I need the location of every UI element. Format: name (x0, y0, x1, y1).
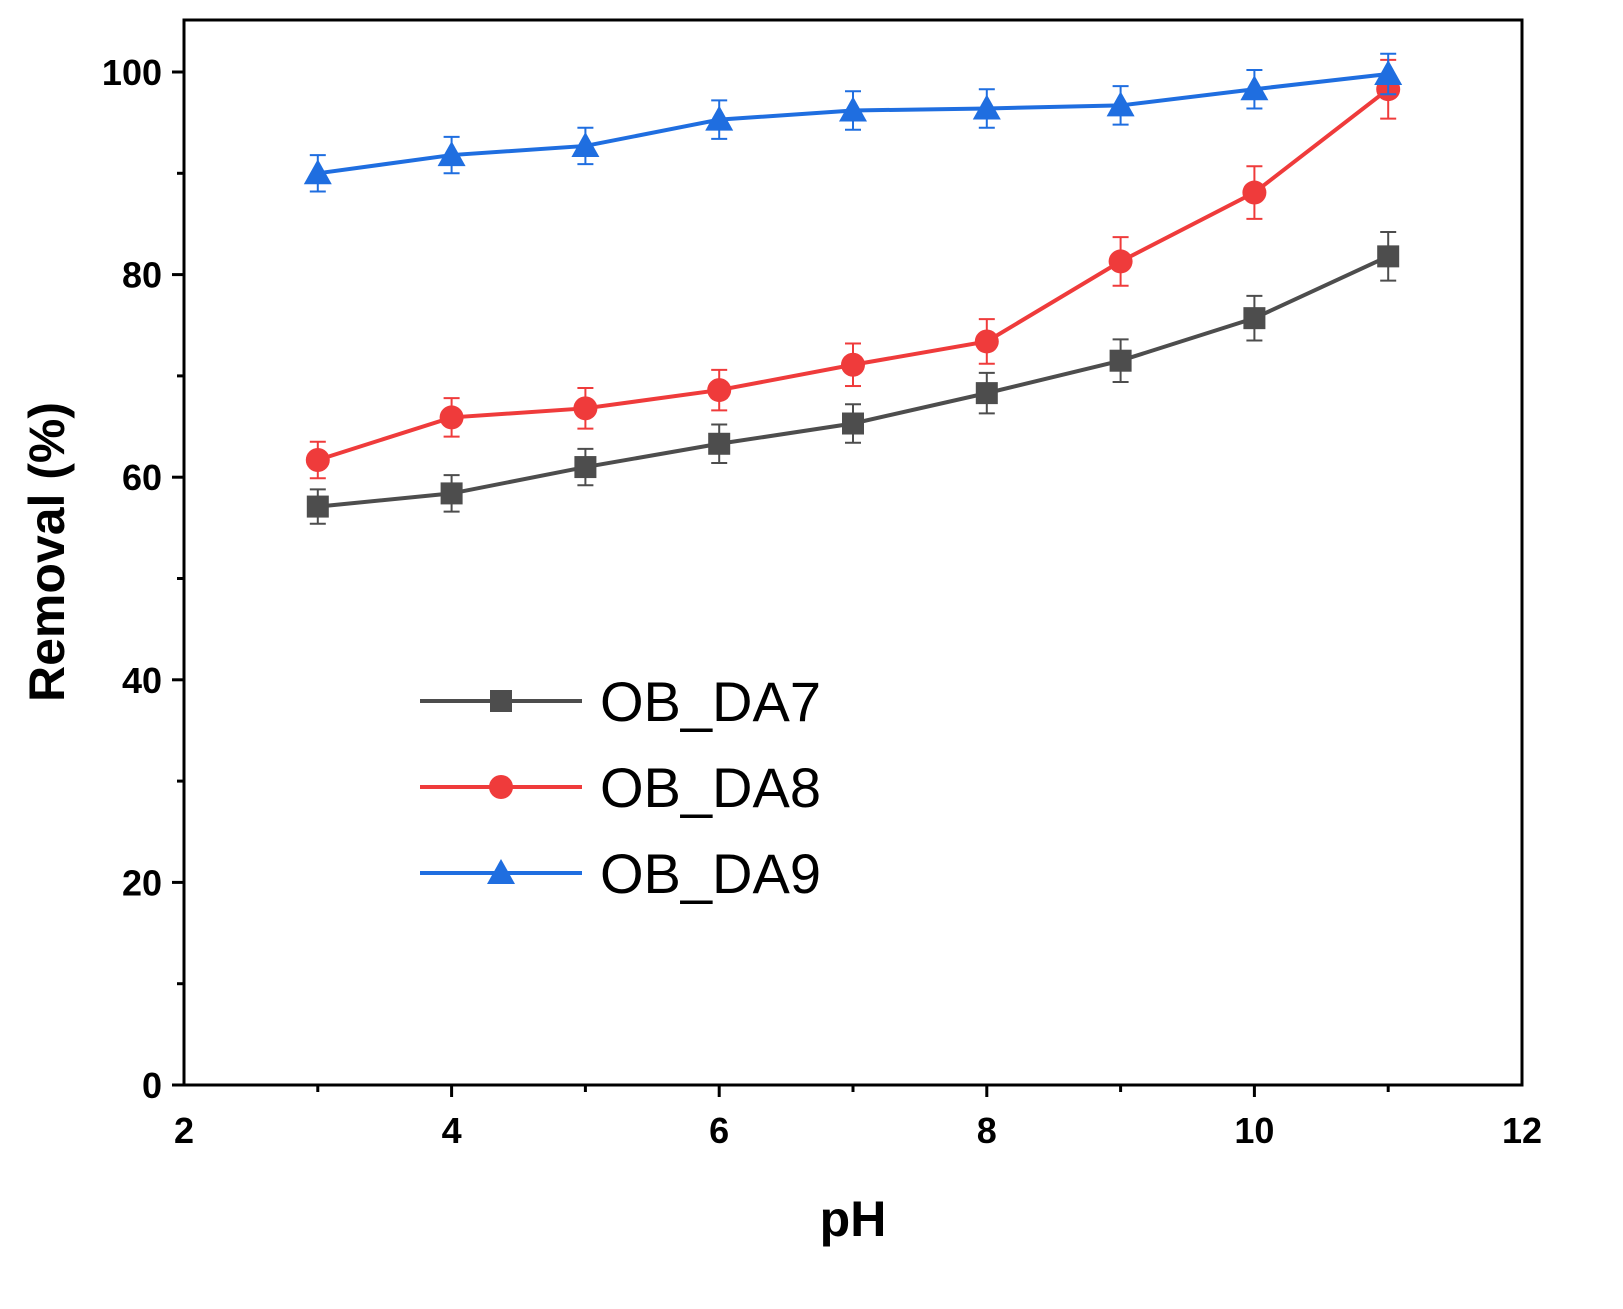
x-axis-title: pH (820, 1191, 887, 1247)
data-point (1242, 180, 1267, 205)
data-point (1374, 60, 1403, 86)
data-point (303, 159, 332, 185)
data-point (705, 105, 734, 131)
legend-label-ob-da8: OB_DA8 (600, 756, 821, 819)
data-point (437, 141, 466, 167)
x-tick-label: 12 (1502, 1110, 1542, 1151)
y-tick-label: 100 (102, 52, 162, 93)
data-point (1243, 307, 1266, 330)
data-point (305, 447, 330, 472)
x-tick-label: 6 (709, 1110, 729, 1151)
axes: 2 4 6 8 10 12 0 20 40 60 80 100 (102, 18, 1542, 1151)
data-point (708, 432, 731, 455)
data-point (839, 96, 867, 122)
y-tick-label: 80 (122, 255, 162, 296)
data-point (1240, 75, 1269, 101)
legend-marker-ob-da8 (489, 775, 513, 799)
data-point (574, 456, 597, 479)
x-tick-label: 2 (174, 1110, 194, 1151)
data-point (1377, 245, 1400, 268)
x-tick-label: 4 (442, 1110, 462, 1151)
y-tick-label: 0 (142, 1065, 162, 1106)
data-point (975, 382, 998, 405)
x-tick-label: 10 (1234, 1110, 1274, 1151)
legend-marker-ob-da7 (490, 690, 512, 712)
data-point (1106, 91, 1135, 117)
data-point (842, 412, 864, 435)
plot-frame (182, 18, 1524, 1087)
y-axis-title: Removal (%) (19, 402, 75, 702)
legend-label-ob-da9: OB_DA9 (600, 842, 821, 905)
data-point (440, 482, 463, 505)
data-point (571, 131, 600, 157)
y-tick-label: 60 (122, 457, 162, 498)
data-point (439, 405, 464, 430)
plot-area (303, 52, 1403, 525)
data-point (841, 352, 865, 377)
y-tick-label: 20 (122, 862, 162, 903)
x-tick-label: 8 (977, 1110, 997, 1151)
data-point (306, 495, 329, 518)
data-point (974, 329, 999, 354)
y-tick-label: 40 (122, 660, 162, 701)
series-ob-da7 (306, 231, 1400, 525)
legend-marker-ob-da9 (487, 859, 515, 884)
legend-label-ob-da7: OB_DA7 (600, 670, 821, 733)
data-point (1109, 349, 1132, 372)
data-point (1108, 249, 1133, 274)
data-point (707, 378, 732, 403)
legend: OB_DA7 OB_DA8 OB_DA9 (420, 670, 821, 905)
data-point (972, 94, 1001, 120)
series-ob-da9 (303, 52, 1403, 193)
data-point (573, 396, 598, 421)
